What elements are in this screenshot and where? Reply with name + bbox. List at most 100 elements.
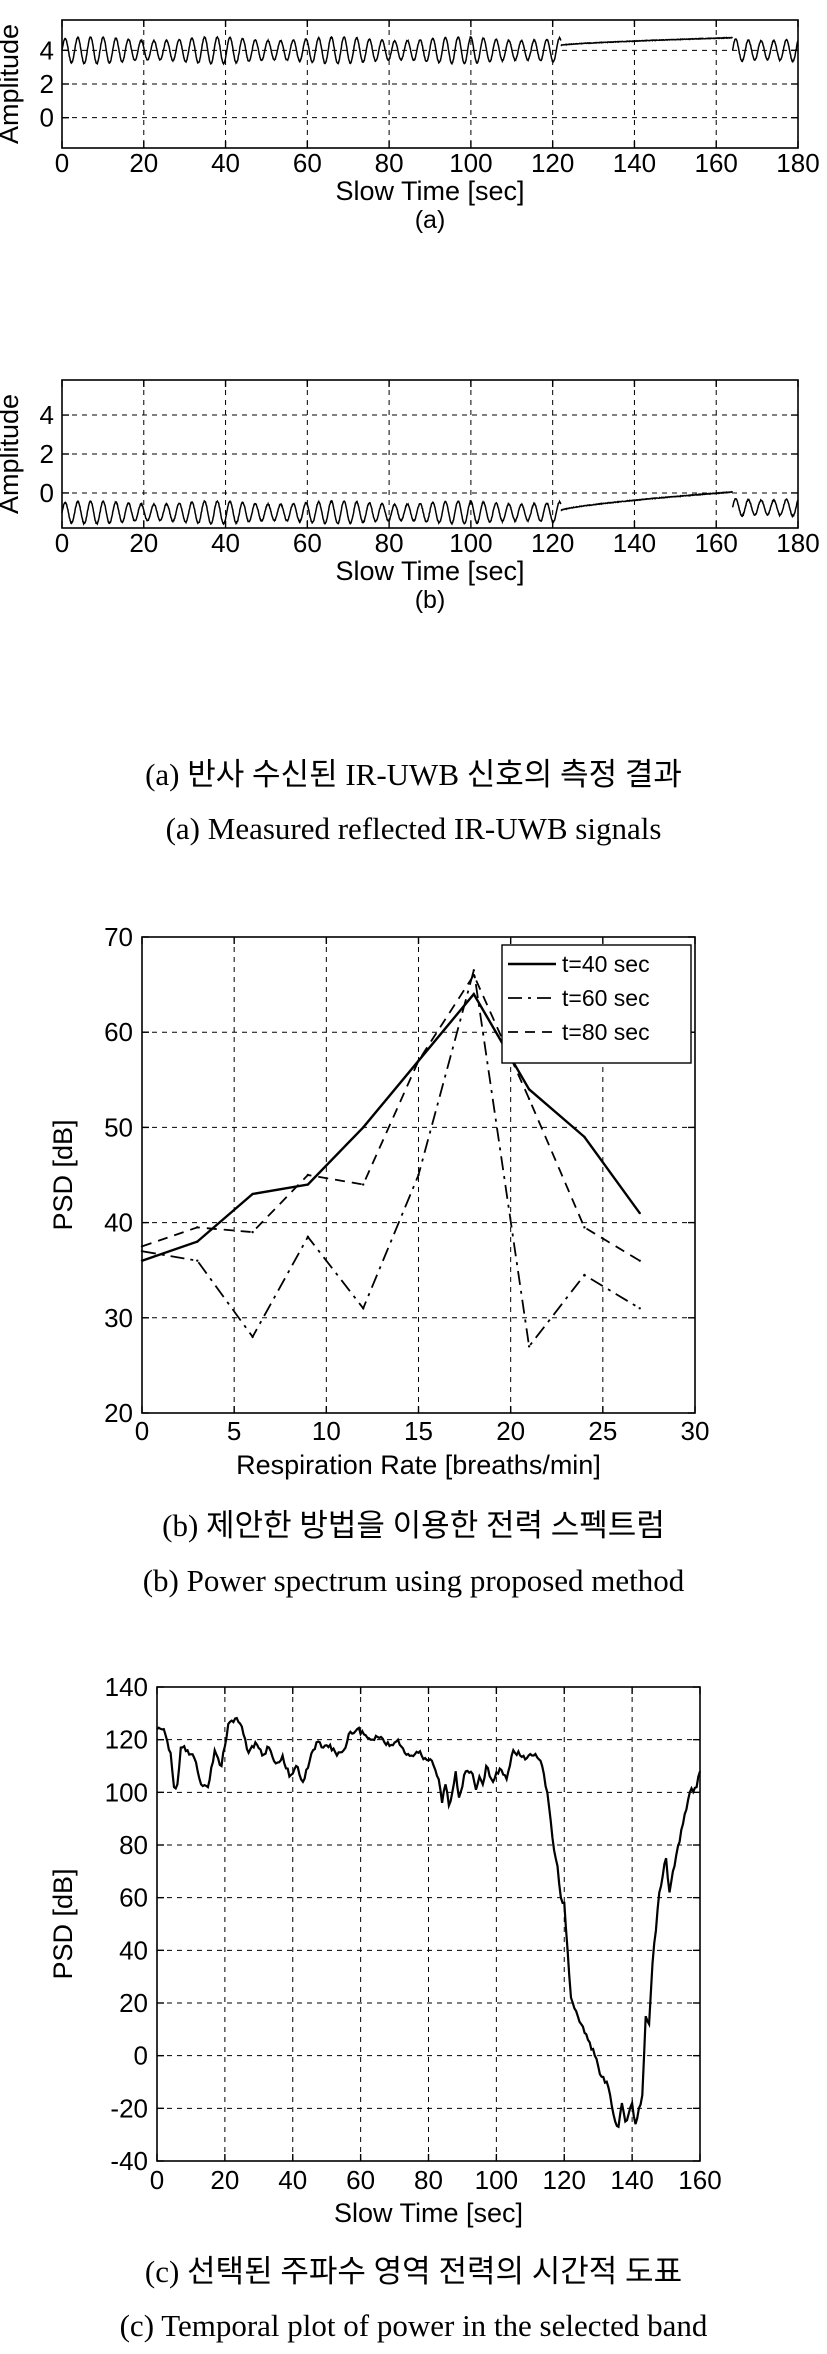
psd-point	[583, 1135, 586, 1139]
x-tick-label: 180	[776, 148, 819, 178]
x-tick-label: 40	[278, 2165, 307, 2195]
x-tick-label: 20	[210, 2165, 239, 2195]
y-tick-label: 40	[104, 1208, 133, 1238]
x-tick-label: 140	[613, 528, 656, 558]
y-tick-label: 2	[40, 69, 54, 99]
psd-point	[583, 1273, 586, 1277]
x-tick-label: 100	[475, 2165, 518, 2195]
signal-segment-2	[560, 36, 734, 47]
x-tick-label: 20	[496, 1416, 525, 1446]
series-b	[61, 490, 799, 526]
caption-a-english: (a) Measured reflected IR-UWB signals	[165, 811, 662, 846]
x-tick-label: 80	[414, 2165, 443, 2195]
psd-point	[306, 1173, 310, 1177]
caption-a-korean: (a) 반사 수신된 IR-UWB 신호의 측정 결과	[145, 757, 682, 792]
x-tick-label: 30	[681, 1416, 710, 1446]
signal-segment-1	[61, 35, 562, 66]
x-tick-label: 120	[531, 528, 574, 558]
psd-point	[583, 1226, 586, 1229]
psd-point	[196, 1259, 199, 1262]
psd-point	[196, 1240, 199, 1243]
x-tick-label: 0	[135, 1416, 149, 1446]
x-tick-label: 60	[293, 528, 322, 558]
x-tick-label: 0	[55, 528, 69, 558]
x-tick-label: 40	[211, 148, 240, 178]
psd-point	[251, 1335, 254, 1339]
caption-b-english: (b) Power spectrum using proposed method	[142, 1563, 685, 1598]
x-tick-label: 140	[610, 2165, 653, 2195]
x-axis-label: Respiration Rate [breaths/min]	[236, 1450, 601, 1480]
y-tick-label: 60	[119, 1883, 148, 1913]
y-tick-label: 2	[40, 439, 54, 469]
y-tick-label: 30	[104, 1303, 133, 1333]
psd-point	[140, 1245, 144, 1248]
y-tick-label: -20	[110, 2093, 148, 2123]
signal-segment-3	[731, 498, 799, 518]
x-tick-label: 20	[129, 148, 158, 178]
signal-segment-3	[731, 38, 799, 64]
psd-line	[141, 992, 641, 1262]
x-tick-label: 80	[375, 528, 404, 558]
signal-segment-2	[560, 490, 734, 512]
x-axis-label: Slow Time [sec]	[334, 2198, 523, 2228]
subplot-label: (a)	[415, 206, 446, 234]
chart-c: 0 20 40 60 80 100 120 140 160 -40 -20 0 20 40 60 80 100 1…	[48, 1672, 722, 2228]
x-tick-label: 80	[375, 148, 404, 178]
x-axis-label: Slow Time [sec]	[335, 176, 524, 206]
y-tick-label: 140	[105, 1672, 148, 1702]
series-a	[61, 35, 799, 66]
legend-entry: t=60 sec	[562, 985, 650, 1011]
x-tick-label: 180	[776, 528, 819, 558]
axes-a: 0 20 40 60 80 100 120 140 160 180 0 2 4 Slow Time [se…	[0, 19, 820, 234]
axes-c: 0 20 40 60 80 100 120 140 160 -40 -20 0 20 40 60 80 100 1…	[48, 1672, 722, 2228]
x-tick-label: 25	[588, 1416, 617, 1446]
psd-point	[638, 1259, 641, 1262]
psd-point	[472, 969, 475, 972]
chart-psd: 0 5 10 15 20 25 30 20 30 40 50 60 70 Respiration Rate…	[48, 922, 709, 1480]
psd-point	[417, 1173, 420, 1177]
x-tick-label: 160	[695, 528, 738, 558]
y-tick-label: -40	[110, 2146, 148, 2176]
axes-psd: 0 5 10 15 20 25 30 20 30 40 50 60 70 Respiration Rate…	[48, 922, 709, 1480]
x-tick-label: 60	[346, 2165, 375, 2195]
y-tick-label: 80	[119, 1830, 148, 1860]
psd-point	[472, 992, 475, 996]
x-tick-label: 160	[678, 2165, 721, 2195]
x-tick-label: 0	[55, 148, 69, 178]
series-psd-1	[140, 992, 641, 1262]
y-tick-label: 100	[105, 1777, 148, 1807]
y-tick-label: 20	[119, 1988, 148, 2018]
y-tick-label: 4	[40, 35, 54, 65]
y-tick-label: 0	[40, 478, 54, 508]
chart-b: 0 20 40 60 80 100 120 140 160 180 0 2 4 Slow Time [se…	[0, 379, 820, 614]
x-axis-label: Slow Time [sec]	[335, 556, 524, 586]
psd-point	[196, 1226, 199, 1229]
x-tick-label: 100	[449, 528, 492, 558]
psd-point	[306, 1183, 310, 1186]
x-tick-label: 120	[531, 148, 574, 178]
psd-point	[140, 1249, 144, 1253]
y-tick-label: 70	[104, 922, 133, 952]
y-tick-label: 40	[119, 1935, 148, 1965]
y-axis-label: PSD [dB]	[48, 1868, 78, 1979]
x-tick-label: 160	[695, 148, 738, 178]
y-axis-label: Amplitude	[0, 394, 24, 514]
x-tick-label: 100	[449, 148, 492, 178]
caption-c-korean: (c) 선택된 주파수 영역 전력의 시간적 도표	[144, 2254, 683, 2289]
psd-point	[638, 1211, 641, 1215]
psd-point	[527, 1097, 531, 1101]
psd-point	[306, 1235, 310, 1239]
y-tick-label: 20	[104, 1398, 133, 1428]
signal-segment-1	[61, 499, 562, 526]
y-tick-label: 0	[134, 2041, 148, 2071]
psd-point	[638, 1307, 641, 1310]
psd-point	[251, 1192, 254, 1196]
y-axis-label: Amplitude	[0, 24, 24, 144]
x-tick-label: 0	[150, 2165, 164, 2195]
subplot-label: (b)	[415, 586, 446, 614]
series-psd-2	[140, 969, 641, 1349]
y-tick-label: 0	[40, 103, 54, 133]
psd-point	[527, 1345, 531, 1348]
caption-b-korean: (b) 제안한 방법을 이용한 전력 스펙트럼	[162, 1508, 665, 1543]
y-tick-label: 120	[105, 1725, 148, 1755]
